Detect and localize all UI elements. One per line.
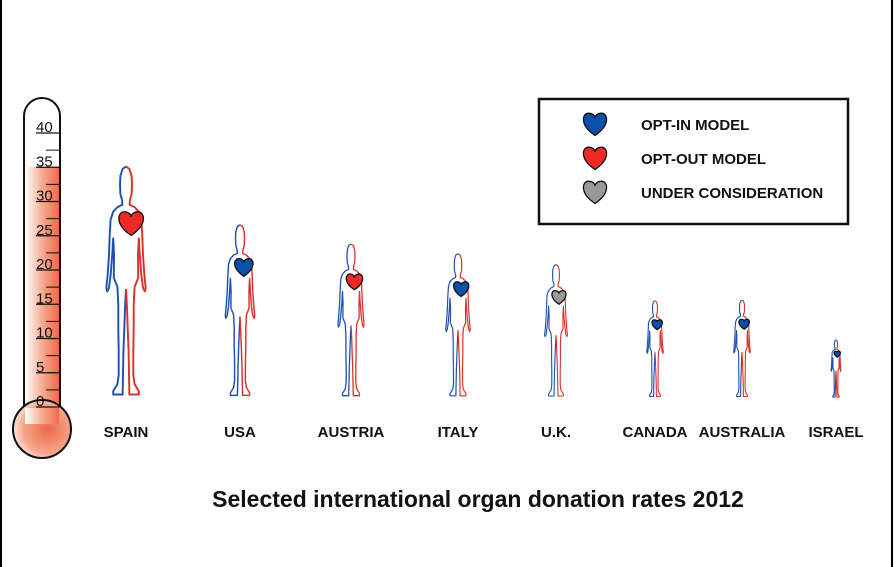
country-label: USA bbox=[224, 424, 256, 441]
heart-icon bbox=[833, 350, 842, 358]
heart-icon bbox=[551, 289, 567, 305]
country-label: SPAIN bbox=[104, 424, 149, 441]
figure-spain bbox=[105, 165, 147, 396]
figure-outline-right bbox=[457, 253, 471, 397]
legend-label: OPT-IN MODEL bbox=[641, 117, 749, 134]
figure-outline-left bbox=[830, 339, 837, 398]
heart-icon bbox=[118, 211, 145, 237]
figure-australia bbox=[733, 299, 751, 398]
figure-outline-right bbox=[125, 165, 147, 396]
y-tick-label: 0 bbox=[36, 393, 44, 410]
y-tick-label: 40 bbox=[36, 119, 53, 136]
figure-outline-left bbox=[224, 224, 241, 397]
y-tick-label: 20 bbox=[36, 256, 53, 273]
figure-outline-right bbox=[654, 300, 664, 398]
legend: OPT-IN MODEL OPT-OUT MODEL UNDER CONSIDERA… bbox=[537, 97, 850, 226]
figure-outline-right bbox=[350, 243, 365, 397]
y-tick-label: 25 bbox=[36, 222, 53, 239]
y-tick-label: 15 bbox=[36, 290, 53, 307]
figure-uk bbox=[544, 264, 568, 397]
figure-outline-right bbox=[741, 299, 751, 398]
figure-outline-left bbox=[337, 243, 352, 397]
y-tick-label: 10 bbox=[36, 325, 53, 342]
country-label: ISRAEL bbox=[808, 424, 863, 441]
legend-label: OPT-OUT MODEL bbox=[641, 151, 766, 168]
figure-israel bbox=[830, 339, 842, 398]
heart-icon bbox=[345, 273, 364, 291]
chart-title: Selected international organ donation ra… bbox=[212, 486, 744, 512]
figure-outline-left bbox=[733, 299, 743, 398]
heart-icon bbox=[234, 258, 254, 278]
legend-heart-icon bbox=[582, 112, 608, 137]
country-label: AUSTRIA bbox=[318, 424, 385, 441]
heart-icon bbox=[738, 318, 751, 331]
legend-label: UNDER CONSIDERATION bbox=[641, 185, 823, 202]
country-label: U.K. bbox=[541, 424, 571, 441]
heart-icon bbox=[452, 281, 470, 298]
y-tick-label: 35 bbox=[36, 153, 53, 170]
y-tick-label: 30 bbox=[36, 188, 53, 205]
figure-austria bbox=[337, 243, 365, 397]
figure-usa bbox=[224, 224, 256, 397]
legend-heart-icon bbox=[582, 146, 608, 171]
figure-outline-left bbox=[544, 264, 557, 397]
heart-icon bbox=[651, 319, 663, 331]
figure-outline-left bbox=[445, 253, 459, 397]
figure-outline-right bbox=[555, 264, 568, 397]
figure-outline-right bbox=[239, 224, 256, 397]
figure-outline-left bbox=[646, 300, 656, 398]
figure-canada bbox=[646, 300, 664, 398]
thermometer-fill bbox=[25, 166, 59, 424]
legend-heart-icon bbox=[582, 180, 608, 205]
y-tick-label: 5 bbox=[36, 359, 44, 376]
country-label: CANADA bbox=[623, 424, 688, 441]
country-label: AUSTRALIA bbox=[699, 424, 786, 441]
thermometer-scale: 0 5 10 15 20 25 30 35 40 bbox=[12, 97, 72, 459]
figure-outline-left bbox=[105, 165, 127, 396]
figure-italy bbox=[445, 253, 471, 397]
country-label: ITALY bbox=[438, 424, 479, 441]
figure-outline-right bbox=[835, 339, 842, 398]
